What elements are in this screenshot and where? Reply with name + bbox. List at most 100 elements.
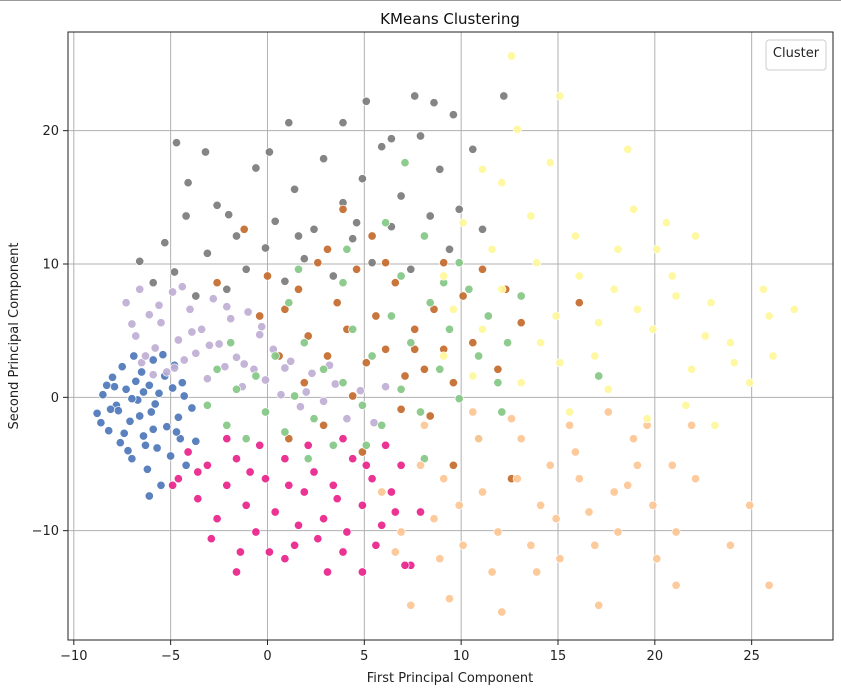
data-point (410, 324, 420, 334)
data-point (262, 271, 273, 281)
data-point (222, 420, 232, 430)
window-top-border (0, 0, 841, 1)
data-point (681, 400, 691, 410)
data-point (214, 339, 224, 349)
data-point (144, 491, 154, 501)
data-point (361, 460, 371, 470)
data-point (454, 394, 464, 404)
data-point (444, 324, 455, 334)
data-point (251, 371, 261, 381)
data-point (590, 351, 600, 361)
data-point (628, 204, 639, 214)
data-point (307, 368, 317, 378)
data-point (570, 231, 580, 241)
data-point (338, 434, 348, 444)
data-point (284, 118, 294, 128)
data-point (506, 414, 517, 424)
data-point (299, 338, 309, 348)
y-tick-label: −10 (32, 524, 59, 539)
data-point (231, 454, 242, 464)
data-point (487, 244, 497, 254)
data-point (667, 271, 677, 281)
data-point (309, 467, 319, 477)
data-point (493, 364, 503, 374)
data-point (390, 278, 400, 288)
data-point (410, 91, 420, 101)
data-point (270, 507, 280, 517)
data-point (406, 264, 416, 274)
data-point (371, 540, 381, 550)
data-point (377, 520, 387, 530)
data-point (425, 411, 435, 421)
data-point (477, 164, 488, 174)
data-point (435, 164, 445, 174)
data-point (361, 440, 371, 450)
data-point (183, 178, 193, 188)
data-point (768, 351, 778, 361)
data-point (179, 391, 189, 401)
data-point (652, 244, 662, 254)
data-point (148, 355, 158, 365)
data-point (371, 311, 381, 321)
cluster-series (439, 51, 799, 430)
data-point (628, 434, 639, 444)
data-point (222, 302, 232, 312)
data-point (357, 400, 367, 410)
data-point (303, 440, 313, 450)
data-point (477, 487, 488, 497)
data-point (191, 291, 201, 301)
data-point (222, 284, 232, 294)
data-point (361, 96, 371, 106)
x-tick-label: −5 (161, 649, 180, 664)
data-point (468, 407, 478, 417)
data-point (135, 284, 145, 294)
data-point (299, 254, 309, 264)
data-point (280, 363, 290, 373)
data-point (284, 434, 294, 444)
data-point (313, 534, 323, 544)
data-point (526, 540, 536, 550)
data-point (299, 487, 309, 497)
data-point (497, 607, 507, 617)
data-point (270, 216, 280, 226)
data-point (140, 351, 151, 361)
data-point (429, 98, 439, 108)
data-point (150, 399, 160, 409)
data-point (477, 324, 488, 334)
data-point (468, 371, 478, 381)
data-point (181, 211, 191, 221)
data-point (396, 460, 406, 470)
data-point (690, 474, 701, 484)
data-point (169, 267, 180, 277)
data-point (117, 362, 127, 372)
data-point (348, 454, 358, 464)
data-point (729, 358, 739, 368)
data-point (200, 147, 211, 157)
data-point (706, 298, 716, 308)
data-point (444, 594, 455, 604)
data-point (410, 344, 420, 354)
data-point (506, 51, 517, 61)
data-point (245, 467, 255, 477)
data-point (202, 248, 212, 258)
data-point (386, 134, 396, 144)
data-point (526, 211, 536, 221)
data-point (276, 390, 286, 400)
data-point (603, 384, 613, 394)
x-tick-label: 25 (743, 649, 760, 664)
data-point (338, 378, 348, 388)
data-point (127, 394, 137, 404)
data-point (104, 426, 114, 436)
data-point (135, 411, 145, 421)
data-point (396, 191, 406, 201)
data-point (369, 418, 379, 428)
data-point (239, 359, 249, 369)
data-point (260, 407, 271, 417)
data-point (251, 527, 261, 537)
data-point (260, 474, 271, 484)
data-point (439, 271, 449, 281)
data-point (377, 420, 387, 430)
data-point (183, 447, 193, 457)
data-point (319, 514, 329, 524)
data-point (309, 414, 319, 424)
